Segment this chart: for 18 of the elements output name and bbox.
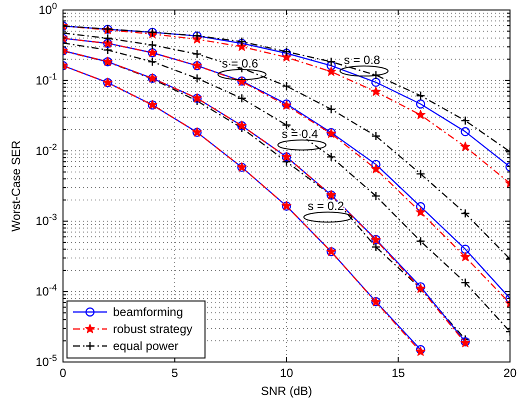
y-tick-label: 10$^{-4}$: [36, 282, 57, 299]
annotation: s = 0.8: [344, 53, 381, 68]
y-tick-label: 10$^{-3}$: [36, 212, 57, 228]
y-tick-label: 10$^{-1}$: [36, 71, 57, 88]
x-axis-title: SNR (dB): [260, 384, 312, 398]
x-tick-label: 0: [60, 366, 67, 380]
legend-label: equal power: [113, 339, 178, 353]
x-tick-label: 10: [280, 366, 294, 380]
x-tick-label: 20: [503, 366, 517, 380]
y-tick-label: 10$^{0}$: [38, 1, 57, 17]
y-axis-title: Worst-Case SER: [9, 140, 23, 232]
legend-label: robust strategy: [113, 322, 192, 336]
x-tick-label: 15: [392, 366, 406, 380]
y-tick-label: 10$^{-5}$: [36, 353, 57, 369]
annotation: s = 0.4: [282, 126, 318, 141]
x-tick-label: 5: [171, 366, 178, 380]
y-tick-label: 10$^{-2}$: [36, 142, 57, 158]
legend-label: beamforming: [113, 305, 184, 319]
